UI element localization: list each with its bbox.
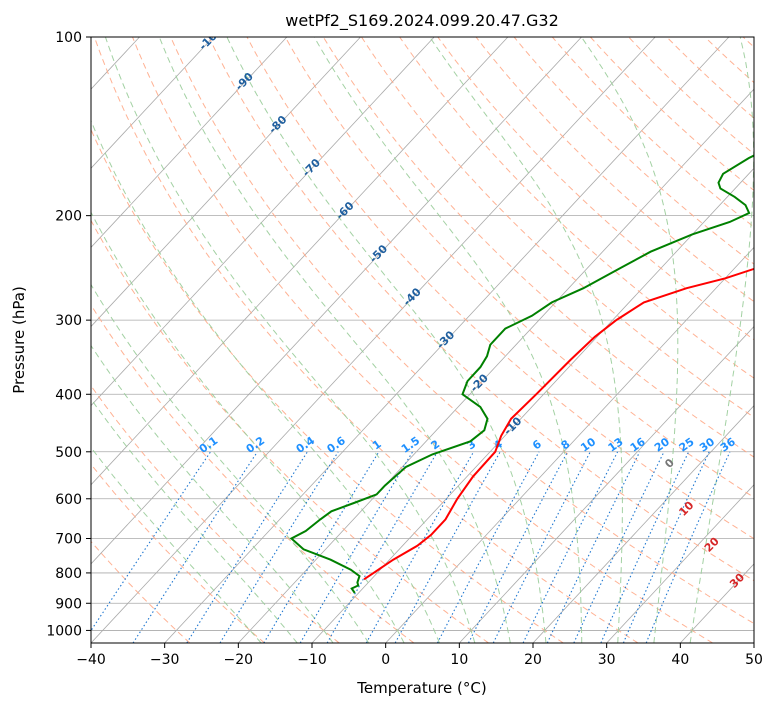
x-axis-title: Temperature (°C)	[356, 679, 486, 697]
x-tick-label: 40	[671, 652, 689, 668]
y-tick-label: 500	[55, 445, 82, 461]
x-tick-label: −10	[297, 652, 327, 668]
y-tick-label: 400	[55, 387, 82, 403]
x-tick-label: 10	[450, 652, 468, 668]
y-tick-label: 100	[55, 30, 82, 46]
y-tick-label: 200	[55, 209, 82, 225]
chart-title: wetPf2_S169.2024.099.20.47.G32	[285, 11, 559, 31]
x-tick-label: 0	[381, 652, 390, 668]
y-tick-label: 800	[55, 566, 82, 582]
y-tick-label: 300	[55, 313, 82, 329]
x-tick-label: −40	[76, 652, 106, 668]
y-tick-label: 700	[55, 532, 82, 548]
x-tick-label: −30	[150, 652, 180, 668]
y-tick-label: 1000	[46, 623, 82, 639]
x-tick-label: 20	[524, 652, 542, 668]
y-tick-label: 900	[55, 596, 82, 612]
y-tick-label: 600	[55, 492, 82, 508]
x-tick-label: 30	[598, 652, 616, 668]
x-tick-label: −20	[224, 652, 254, 668]
y-axis-title: Pressure (hPa)	[10, 286, 28, 394]
x-tick-label: 50	[745, 652, 763, 668]
